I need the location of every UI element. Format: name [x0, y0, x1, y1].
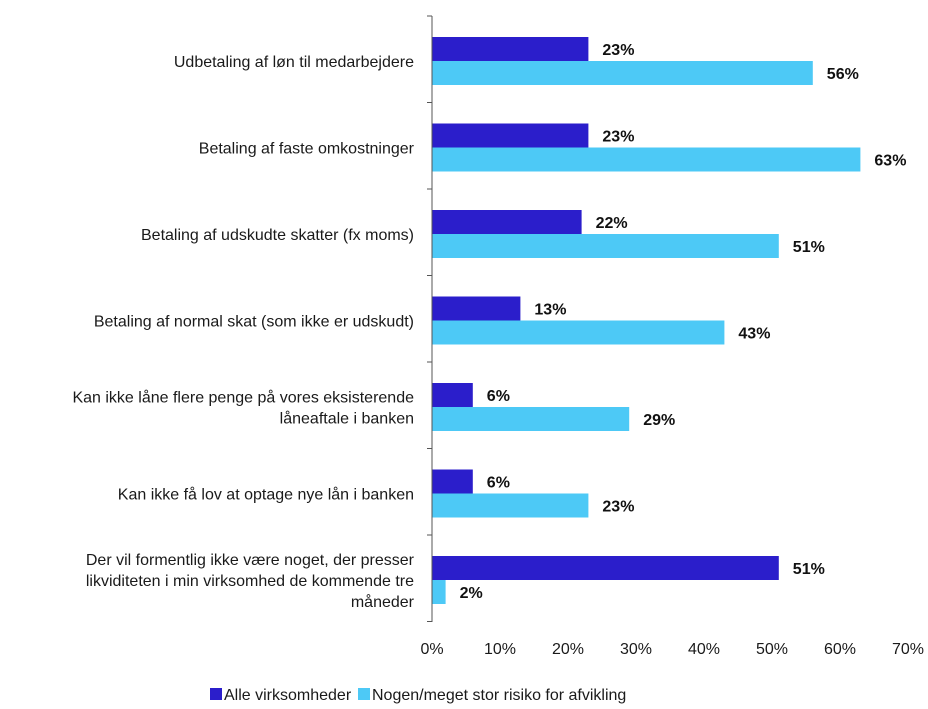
legend-label-0: Alle virksomheder — [224, 687, 352, 704]
data-label-risiko-6: 2% — [460, 585, 483, 602]
x-tick-label-6: 60% — [824, 641, 856, 658]
bar-alle-6 — [432, 556, 779, 580]
data-label-risiko-0: 56% — [827, 66, 859, 83]
data-label-risiko-3: 43% — [738, 326, 770, 343]
x-tick-label-4: 40% — [688, 641, 720, 658]
data-label-alle-5: 6% — [487, 475, 510, 492]
data-label-risiko-5: 23% — [602, 499, 634, 516]
category-label-3: Betaling af normal skat (som ikke er uds… — [94, 314, 414, 331]
bar-alle-4 — [432, 383, 473, 407]
bar-alle-1 — [432, 124, 588, 148]
bar-alle-5 — [432, 470, 473, 494]
data-label-alle-6: 51% — [793, 561, 825, 578]
bar-risiko-5 — [432, 494, 588, 518]
category-label-6-line-0: Der vil formentlig ikke være noget, der … — [86, 552, 415, 569]
x-tick-label-7: 70% — [892, 641, 924, 658]
category-label-0: Udbetaling af løn til medarbejdere — [174, 54, 414, 71]
legend-label-1: Nogen/meget stor risiko for afvikling — [372, 687, 626, 704]
data-label-alle-2: 22% — [596, 215, 628, 232]
bar-alle-3 — [432, 297, 520, 321]
bar-risiko-2 — [432, 234, 779, 258]
category-label-4-line-1: låneaftale i banken — [280, 410, 414, 428]
bar-risiko-4 — [432, 407, 629, 431]
bar-alle-0 — [432, 37, 588, 61]
x-tick-label-3: 30% — [620, 641, 652, 658]
x-tick-label-2: 20% — [552, 641, 584, 658]
bar-risiko-0 — [432, 61, 813, 85]
x-tick-label-5: 50% — [756, 641, 788, 658]
x-tick-label-0: 0% — [420, 641, 443, 658]
category-label-1: Betaling af faste omkostninger — [199, 141, 415, 158]
legend-swatch-1 — [358, 688, 370, 700]
data-label-alle-1: 23% — [602, 129, 634, 146]
bar-alle-2 — [432, 210, 582, 234]
data-label-risiko-1: 63% — [874, 153, 906, 170]
data-label-alle-4: 6% — [487, 388, 510, 405]
category-label-6-line-2: måneder — [351, 593, 415, 611]
bar-risiko-3 — [432, 321, 724, 345]
legend: Alle virksomheder Nogen/meget stor risiko… — [210, 687, 626, 704]
category-labels: Udbetaling af løn til medarbejdere Betali… — [72, 54, 414, 611]
category-label-4-line-0: Kan ikke låne flere penge på vores eksis… — [72, 389, 414, 407]
data-label-alle-3: 13% — [534, 302, 566, 319]
category-label-5: Kan ikke få lov at optage nye lån i bank… — [118, 486, 414, 504]
bar-risiko-6 — [432, 580, 446, 604]
bars — [432, 37, 860, 604]
x-tick-label-1: 10% — [484, 641, 516, 658]
data-label-alle-0: 23% — [602, 42, 634, 59]
data-label-risiko-2: 51% — [793, 239, 825, 256]
category-label-6-line-1: likviditeten i min virksomhed de kommend… — [86, 573, 414, 590]
category-label-2: Betaling af udskudte skatter (fx moms) — [141, 227, 414, 244]
data-label-risiko-4: 29% — [643, 412, 675, 429]
bar-risiko-1 — [432, 148, 860, 172]
legend-swatch-0 — [210, 688, 222, 700]
